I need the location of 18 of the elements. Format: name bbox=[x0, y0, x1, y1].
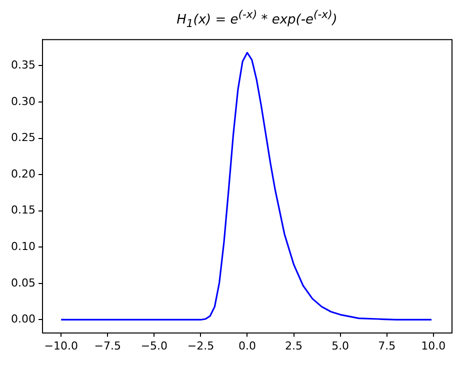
x-tick-label: 10.0 bbox=[421, 339, 446, 352]
y-tick-label: 0.15 bbox=[10, 204, 36, 217]
y-tick-label: 0.10 bbox=[10, 240, 36, 254]
y-tick-label: 0.30 bbox=[10, 94, 36, 108]
chart-title: H$_{1}$(x) = e$^{(-x)}$ * exp(-e$^{(-x)}$) bbox=[176, 8, 338, 30]
y-tick-label: 0.00 bbox=[10, 312, 36, 326]
y-tick-label: 0.05 bbox=[10, 276, 36, 290]
x-tick-label: −2.5 bbox=[187, 339, 214, 352]
y-tick-label: 0.20 bbox=[10, 167, 36, 180]
x-tick-label: 7.5 bbox=[378, 339, 396, 352]
x-tick-label: −7.5 bbox=[94, 339, 121, 352]
y-tick-label: 0.35 bbox=[10, 58, 36, 72]
x-tick-label: 0.0 bbox=[238, 339, 256, 352]
y-tick-label: 0.25 bbox=[10, 131, 36, 144]
x-tick-label: −5.0 bbox=[140, 339, 168, 352]
x-tick-label: 2.5 bbox=[285, 339, 303, 352]
x-tick-label: −10.0 bbox=[44, 339, 78, 352]
x-tick-label: 5.0 bbox=[332, 339, 350, 352]
